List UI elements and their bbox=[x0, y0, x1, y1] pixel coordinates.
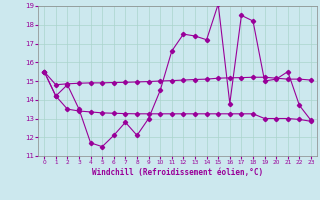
X-axis label: Windchill (Refroidissement éolien,°C): Windchill (Refroidissement éolien,°C) bbox=[92, 168, 263, 177]
